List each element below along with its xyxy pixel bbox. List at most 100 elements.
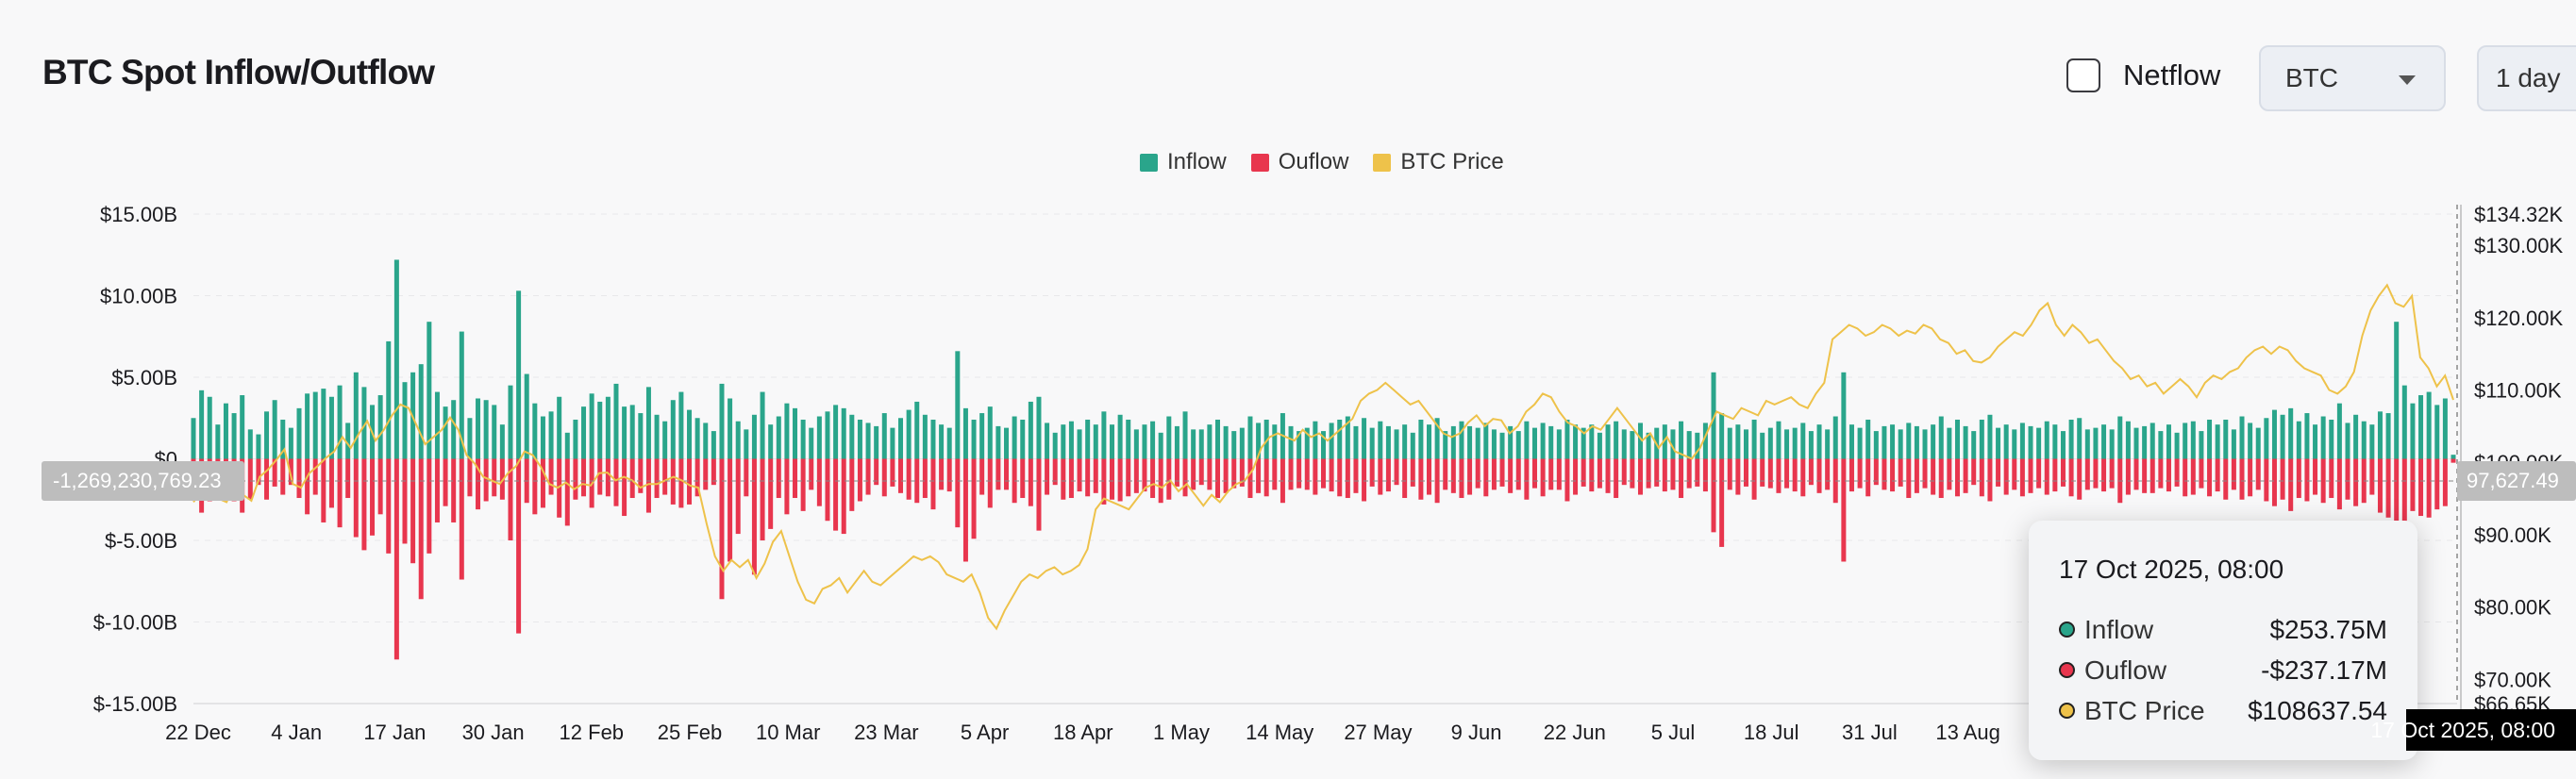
inflow-bar <box>1426 424 1431 459</box>
outflow-bar <box>1686 458 1692 489</box>
outflow-bar <box>321 458 326 522</box>
outflow-bar <box>386 458 392 554</box>
inflow-bar <box>402 382 408 459</box>
asset-select-value: BTC <box>2285 63 2338 92</box>
inflow-bar <box>581 406 587 459</box>
inflow-bar <box>2280 414 2285 459</box>
outflow-bar <box>1378 458 1383 495</box>
inflow-bar <box>427 322 432 459</box>
outflow-bar <box>946 458 952 492</box>
inflow-bar <box>1052 432 1058 459</box>
legend-item-inflow[interactable]: Inflow <box>1140 149 1227 175</box>
outflow-bar <box>1873 458 1879 486</box>
inflow-bar <box>1825 429 1831 459</box>
legend-item-outflow[interactable]: Ouflow <box>1250 149 1348 175</box>
outflow-bar <box>1662 458 1667 492</box>
inflow-bar <box>1841 372 1847 459</box>
outflow-bar <box>987 458 993 508</box>
outflow-bar <box>662 458 668 495</box>
outflow-bar <box>410 458 416 564</box>
outflow-bar <box>1459 458 1464 499</box>
x-tick-label: 22 Dec <box>165 721 231 744</box>
inflow-bar <box>1385 425 1391 459</box>
inflow-bar <box>1954 419 1960 459</box>
outflow-bar <box>776 458 781 499</box>
x-tick-label: 23 Mar <box>854 721 918 744</box>
legend-item-btc-price[interactable]: BTC Price <box>1373 149 1504 175</box>
inflow-bar <box>687 409 693 459</box>
netflow-label: Netflow <box>2123 58 2221 91</box>
asset-select[interactable]: BTC <box>2259 45 2446 111</box>
outflow-bar <box>2264 458 2269 502</box>
y-left-tick-label: $-15.00B <box>93 692 177 716</box>
netflow-toggle[interactable]: Netflow <box>2066 58 2220 92</box>
inflow-bar <box>865 423 871 459</box>
inflow-bar <box>2149 423 2155 459</box>
inflow-bar <box>353 372 359 459</box>
inflow-bar <box>1467 425 1473 459</box>
outflow-bar <box>1767 458 1773 489</box>
outflow-bar <box>1247 458 1253 499</box>
outflow-bar <box>434 458 440 522</box>
outflow-bar <box>1304 458 1310 490</box>
outflow-bar <box>2296 458 2301 499</box>
inflow-bar <box>2377 411 2383 459</box>
outflow-bar <box>930 458 936 510</box>
inflow-bar <box>670 400 676 459</box>
tooltip-name-outflow: Ouflow <box>2084 655 2167 685</box>
inflow-bar <box>264 411 270 459</box>
inflow-bar <box>516 290 522 459</box>
outflow-bar <box>605 458 611 497</box>
outflow-bar <box>1621 458 1627 486</box>
outflow-bar <box>694 458 700 497</box>
inflow-bar <box>483 400 489 459</box>
inflow-bar <box>703 423 709 459</box>
outflow-bar <box>613 458 619 506</box>
outflow-bar <box>280 458 286 495</box>
outflow-bar <box>995 458 1001 490</box>
inflow-bar <box>995 425 1001 459</box>
outflow-bar <box>2255 458 2261 490</box>
outflow-bar <box>2036 458 2042 489</box>
outflow-bar <box>483 458 489 502</box>
outflow-bar <box>1637 458 1643 495</box>
inflow-bar <box>191 418 196 459</box>
inflow-bar <box>2451 455 2456 459</box>
inflow-bar <box>451 400 457 459</box>
tooltip-value-btc-price: $108637.54 <box>2248 695 2387 725</box>
outflow-bar <box>1215 458 1221 499</box>
inflow-bar <box>2304 413 2310 459</box>
tooltip-value-outflow: -$237.17M <box>2261 655 2387 685</box>
inflow-bar <box>312 391 318 459</box>
inflow-bar <box>662 421 668 459</box>
inflow-bar <box>2166 424 2171 459</box>
inflow-bar <box>1873 431 1879 459</box>
outflow-bar <box>2052 458 2058 492</box>
outflow-bar <box>1776 458 1781 493</box>
inflow-bar <box>1865 419 1871 459</box>
interval-select-value: 1 day <box>2496 63 2561 92</box>
interval-select[interactable]: 1 day <box>2477 45 2576 111</box>
outflow-bar <box>1792 458 1798 492</box>
outflow-bar <box>1239 458 1245 487</box>
outflow-bar <box>2149 458 2155 493</box>
inflow-bar <box>1776 421 1781 459</box>
outflow-bar <box>1117 458 1123 502</box>
outflow-bar <box>654 458 660 499</box>
outflow-bar <box>874 458 879 486</box>
inflow-bar <box>2320 416 2326 459</box>
inflow-bar <box>1760 432 1765 459</box>
inflow-bar <box>946 427 952 459</box>
outflow-bar <box>1695 458 1700 487</box>
outflow-bar <box>1020 458 1026 499</box>
netflow-checkbox[interactable] <box>2066 58 2100 92</box>
inflow-bar <box>1556 429 1562 459</box>
outflow-bar <box>1093 458 1098 493</box>
inflow-bar <box>1198 429 1204 459</box>
outflow-bar <box>2174 458 2180 487</box>
outflow-bar <box>1052 458 1058 486</box>
outflow-bar <box>2068 458 2074 497</box>
inflow-bar <box>2255 427 2261 459</box>
outflow-bar <box>1272 458 1278 490</box>
